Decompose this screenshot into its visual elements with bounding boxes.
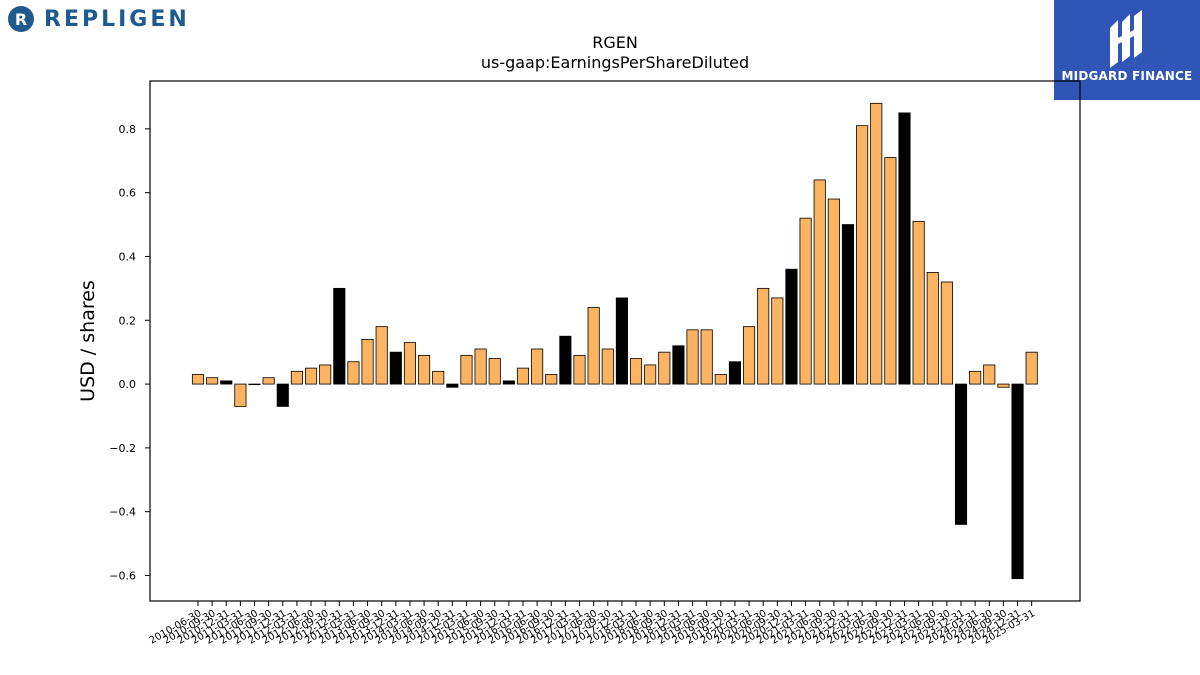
y-tick-label: −0.6 (109, 569, 136, 582)
bar-2016-12-31 (559, 335, 572, 385)
bar-2010-06-30 (191, 374, 205, 385)
bar-2023-12-31 (954, 383, 968, 525)
bar-2015-03-31 (460, 354, 473, 385)
y-ticks-group: −0.6 −0.4 −0.2 0.0 0.2 0.4 0.6 0.8 (109, 123, 150, 582)
bar-2019-06-30 (700, 329, 713, 385)
y-tick-label: −0.2 (109, 442, 136, 455)
bar-2017-12-31 (615, 297, 628, 385)
bar-2021-06-30 (813, 179, 826, 385)
bar-2012-09-30 (319, 364, 332, 385)
bar-2021-09-30 (827, 198, 840, 385)
y-tick-label: −0.4 (109, 506, 136, 519)
bar-2017-03-31 (573, 354, 586, 385)
bar-2023-09-30 (940, 281, 953, 385)
bar-2016-06-30 (531, 348, 544, 385)
bar-2017-06-30 (587, 307, 600, 385)
bar-2020-03-31 (743, 326, 756, 385)
y-tick-label: 0.0 (119, 378, 137, 391)
bar-2024-09-30 (997, 383, 1010, 388)
bar-2023-06-30 (926, 272, 939, 385)
bar-2024-03-31 (969, 370, 982, 385)
bar-2010-12-31 (220, 380, 233, 385)
x-ticks-group: 2010-06-302010-09-302010-12-312011-03-31… (148, 601, 1037, 647)
bar-2016-03-31 (516, 367, 530, 385)
bar-2024-12-31 (1011, 383, 1024, 580)
bar-2010-09-30 (206, 377, 219, 385)
bar-2025-03-31 (1025, 351, 1038, 385)
bar-2012-12-31 (333, 287, 346, 385)
bar-2015-12-31 (502, 380, 515, 385)
bar-2021-12-31 (841, 224, 855, 385)
bar-2012-06-30 (304, 367, 318, 385)
repligen-logo: R REPLIGEN (8, 6, 190, 32)
bar-2011-03-31 (234, 383, 247, 407)
bar-2013-12-31 (389, 351, 402, 385)
bar-2022-09-30 (884, 157, 897, 385)
bar-2014-03-31 (403, 342, 416, 385)
bar-2020-09-30 (771, 297, 784, 385)
chart-subtitle: us-gaap:EarningsPerShareDiluted (481, 53, 749, 72)
y-tick-label: 0.8 (119, 123, 137, 136)
bar-2020-06-30 (757, 287, 770, 385)
y-tick-label: 0.4 (119, 250, 137, 263)
plot-frame (149, 80, 1081, 602)
bar-2022-03-31 (856, 125, 869, 385)
bar-2014-06-30 (418, 354, 431, 385)
bar-2019-09-30 (714, 374, 727, 385)
bar-2013-09-30 (375, 326, 388, 385)
bars-group (191, 102, 1038, 580)
repligen-logo-icon: R (8, 6, 34, 32)
bar-2015-06-30 (474, 348, 487, 385)
bar-2012-03-31 (290, 370, 303, 385)
bar-2014-09-30 (432, 370, 445, 385)
bar-2022-12-31 (898, 112, 911, 385)
repligen-logo-text: REPLIGEN (44, 6, 190, 32)
bar-2020-12-31 (785, 268, 798, 385)
bar-2013-03-31 (347, 361, 360, 385)
bar-2018-06-30 (644, 364, 657, 385)
bar-2011-09-30 (262, 377, 275, 385)
bar-2018-09-30 (658, 351, 671, 385)
bar-2021-03-31 (799, 217, 812, 385)
bar-2022-06-30 (870, 102, 883, 385)
bar-2019-12-31 (728, 361, 741, 385)
bar-2019-03-31 (686, 329, 699, 385)
bar-2014-12-31 (446, 383, 459, 388)
bar-2015-09-30 (488, 358, 501, 385)
bar-2018-03-31 (629, 358, 643, 385)
bar-2024-06-30 (983, 364, 996, 385)
bar-2018-12-31 (672, 345, 685, 385)
chart-title: RGEN (592, 33, 638, 52)
midgard-logo-icon (1110, 10, 1142, 68)
y-axis-label: USD / shares (77, 280, 99, 402)
midgard-finance-logo: MIDGARD FINANCE (1054, 0, 1200, 100)
y-tick-label: 0.6 (119, 187, 137, 200)
y-tick-label: 0.2 (119, 314, 137, 327)
bar-2011-12-31 (276, 383, 289, 407)
bar-2017-09-30 (601, 348, 614, 385)
midgard-logo-text: MIDGARD FINANCE (1061, 69, 1193, 83)
bar-2011-06-30 (248, 383, 261, 386)
bar-2016-09-30 (545, 374, 558, 385)
bar-2023-03-31 (912, 220, 925, 385)
bar-2013-06-30 (361, 338, 374, 385)
